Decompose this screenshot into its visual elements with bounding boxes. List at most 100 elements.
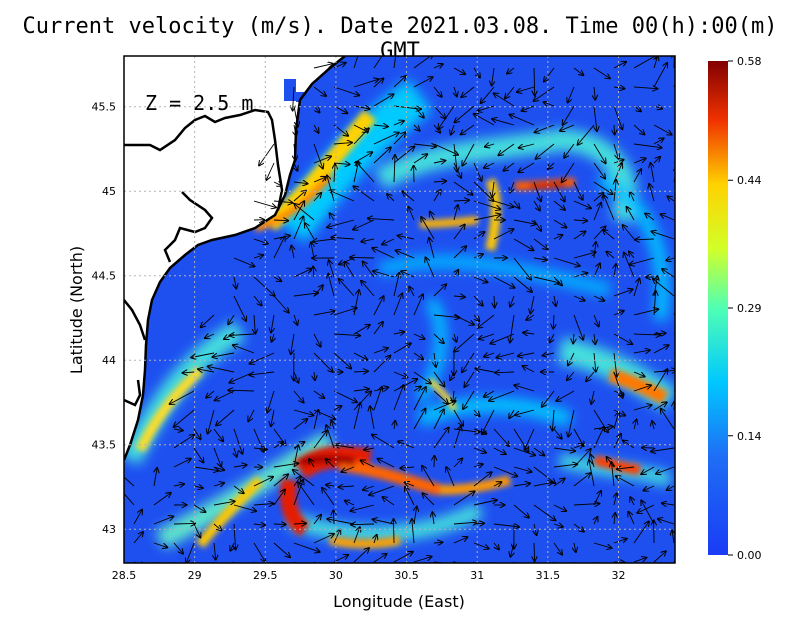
velocity-arrow	[455, 105, 475, 122]
velocity-arrow	[652, 421, 654, 430]
colorbar-tick-label: 0.58	[737, 55, 762, 68]
colorbar-tick-label: 0.29	[737, 302, 762, 315]
velocity-arrow	[453, 537, 467, 544]
velocity-arrow	[658, 519, 675, 525]
velocity-arrow	[400, 467, 415, 468]
velocity-arrow	[193, 466, 218, 471]
velocity-arrow	[364, 448, 375, 450]
velocity-arrow	[553, 314, 554, 329]
velocity-arrow	[517, 86, 535, 92]
velocity-arrow	[413, 294, 423, 316]
velocity-arrow	[594, 86, 595, 100]
velocity-arrow	[326, 425, 335, 449]
velocity-arrow	[451, 124, 454, 135]
velocity-arrow	[393, 273, 399, 297]
x-tick-label: 30.5	[394, 569, 419, 582]
velocity-arrow	[273, 201, 293, 203]
velocity-arrow	[494, 542, 499, 549]
velocity-arrow	[408, 207, 415, 221]
velocity-arrow	[330, 191, 355, 202]
velocity-arrow	[573, 523, 584, 532]
velocity-arrow	[314, 124, 319, 133]
velocity-arrow	[339, 486, 355, 487]
velocity-arrow	[673, 332, 675, 335]
velocity-arrow	[293, 217, 303, 240]
velocity-arrow	[273, 220, 288, 221]
velocity-arrow	[433, 124, 440, 133]
velocity-arrow	[293, 105, 298, 126]
velocity-arrow	[499, 143, 515, 155]
velocity-arrow	[313, 534, 334, 544]
velocity-arrow	[574, 542, 576, 552]
velocity-arrow	[586, 371, 595, 381]
velocity-arrow	[656, 466, 675, 474]
velocity-arrow	[594, 105, 597, 131]
velocity-arrow	[153, 561, 155, 563]
velocity-arrow	[353, 290, 359, 316]
velocity-arrow	[313, 267, 314, 278]
velocity-arrow	[653, 138, 664, 145]
depth-label: Z = 2.5 m	[145, 91, 253, 115]
velocity-arrow	[183, 372, 195, 373]
y-tick-label: 43.5	[92, 439, 117, 452]
velocity-arrow	[613, 539, 627, 544]
velocity-arrow	[153, 516, 173, 525]
velocity-arrow	[353, 548, 369, 563]
velocity-arrow	[510, 295, 514, 307]
velocity-arrow	[313, 86, 326, 96]
velocity-arrow	[591, 390, 594, 404]
velocity-arrow	[651, 447, 675, 452]
velocity-arrow	[473, 447, 486, 453]
velocity-arrow	[634, 420, 637, 430]
velocity-arrow	[633, 350, 650, 353]
velocity-arrow	[493, 276, 515, 288]
velocity-arrow	[170, 390, 195, 404]
velocity-arrow	[653, 369, 667, 392]
velocity-arrow	[173, 484, 184, 486]
velocity-arrow	[331, 237, 355, 239]
velocity-arrow	[494, 93, 515, 107]
velocity-arrow	[533, 258, 547, 260]
velocity-arrow	[353, 56, 360, 69]
velocity-arrow	[273, 542, 290, 557]
velocity-arrow	[493, 428, 509, 446]
velocity-arrow	[477, 105, 495, 111]
velocity-arrow	[606, 252, 615, 259]
colorbar-ticks: 0.58 0.44 0.29 0.14 0.00	[728, 55, 762, 562]
velocity-arrow	[345, 501, 355, 505]
velocity-arrow	[305, 223, 315, 240]
velocity-arrow	[513, 276, 532, 292]
velocity-arrow	[633, 405, 652, 411]
velocity-arrow	[673, 352, 675, 354]
velocity-arrow	[233, 428, 242, 454]
velocity-arrow	[593, 203, 601, 221]
velocity-arrow	[614, 493, 617, 506]
velocity-arrow	[133, 510, 142, 525]
velocity-arrow	[513, 238, 534, 250]
velocity-arrow	[593, 143, 606, 163]
velocity-arrow	[573, 295, 585, 301]
velocity-arrow	[313, 156, 331, 164]
velocity-arrow	[208, 409, 215, 434]
velocity-arrow	[333, 308, 357, 316]
velocity-arrow	[493, 447, 506, 454]
velocity-arrow	[617, 467, 635, 469]
velocity-arrow	[567, 371, 575, 380]
velocity-arrow	[661, 214, 675, 221]
velocity-arrow	[413, 77, 433, 88]
velocity-arrow	[493, 466, 517, 476]
velocity-arrow	[294, 204, 315, 221]
velocity-arrow	[374, 535, 377, 544]
velocity-arrow	[173, 542, 183, 554]
velocity-arrow	[633, 385, 651, 392]
velocity-arrow	[623, 225, 635, 240]
velocity-arrow	[373, 348, 388, 354]
velocity-arrow	[473, 162, 482, 181]
velocity-arrow	[453, 67, 465, 74]
velocity-arrow	[293, 269, 311, 278]
chart-title: Current velocity (m/s). Date 2021.03.08.…	[22, 14, 778, 64]
velocity-arrow	[453, 162, 461, 178]
velocity-arrow	[413, 352, 423, 359]
velocity-arrow	[673, 161, 675, 164]
velocity-arrow	[369, 485, 395, 495]
